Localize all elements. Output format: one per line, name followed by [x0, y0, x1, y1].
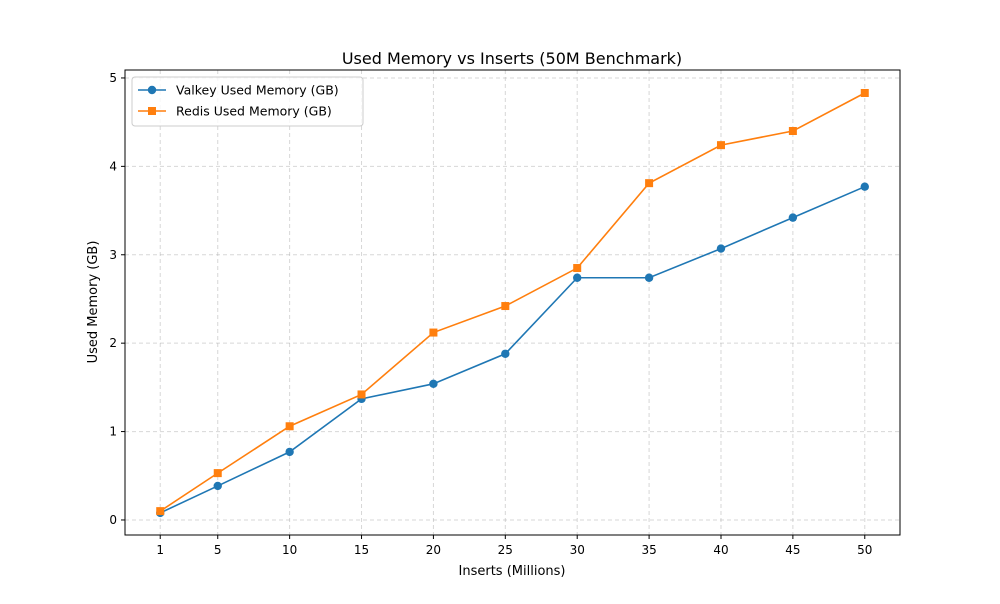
x-tick-label: 20: [426, 543, 441, 557]
x-tick-label: 50: [857, 543, 872, 557]
data-point: [645, 179, 654, 188]
x-tick-label: 5: [214, 543, 222, 557]
data-point: [285, 422, 294, 431]
y-tick-label: 5: [109, 71, 117, 85]
data-point: [213, 469, 222, 478]
x-tick-label: 25: [498, 543, 513, 557]
data-point: [429, 328, 438, 337]
data-point: [501, 302, 510, 311]
plot-frame: [124, 69, 901, 536]
legend-circle-marker: [147, 85, 157, 95]
data-point: [716, 244, 726, 253]
y-tick-label: 0: [109, 513, 117, 527]
data-point: [573, 264, 582, 273]
legend-label: Valkey Used Memory (GB): [176, 83, 339, 98]
series-line-0: [159, 185, 866, 514]
data-point: [716, 141, 725, 150]
y-tick-label: 1: [109, 425, 117, 439]
x-tick-label: 1: [156, 543, 164, 557]
data-point: [357, 390, 366, 399]
data-point: [788, 213, 798, 222]
y-axis-label: Used Memory (GB): [86, 241, 101, 364]
series-line-1: [159, 92, 866, 512]
legend-label: Redis Used Memory (GB): [176, 104, 332, 119]
data-point: [213, 481, 222, 491]
data-point: [860, 182, 869, 191]
legend: Valkey Used Memory (GB) Redis Used Memory…: [131, 76, 364, 127]
x-tick-label: 40: [713, 543, 728, 557]
x-axis-label: Inserts (Millions): [459, 564, 566, 579]
legend-square-marker: [148, 107, 156, 115]
y-tick-label: 4: [109, 159, 117, 173]
y-tick-label: 3: [109, 248, 117, 262]
data-point: [156, 507, 165, 516]
x-tick-label: 10: [282, 543, 297, 557]
chart-title: Used Memory vs Inserts (50M Benchmark): [342, 49, 682, 68]
legend-box: [131, 76, 364, 127]
data-point: [429, 379, 438, 389]
x-tick-label: 45: [785, 543, 800, 557]
x-tick-label: 15: [354, 543, 369, 557]
data-point: [644, 273, 654, 282]
data-point: [285, 447, 294, 457]
data-point: [573, 273, 582, 282]
data-point: [788, 126, 797, 135]
x-tick-label: 35: [641, 543, 656, 557]
y-tick-label: 2: [109, 336, 117, 350]
x-tick-label: 30: [570, 543, 585, 557]
series-lines: [156, 88, 869, 518]
data-point: [860, 88, 869, 97]
data-point: [501, 349, 510, 358]
